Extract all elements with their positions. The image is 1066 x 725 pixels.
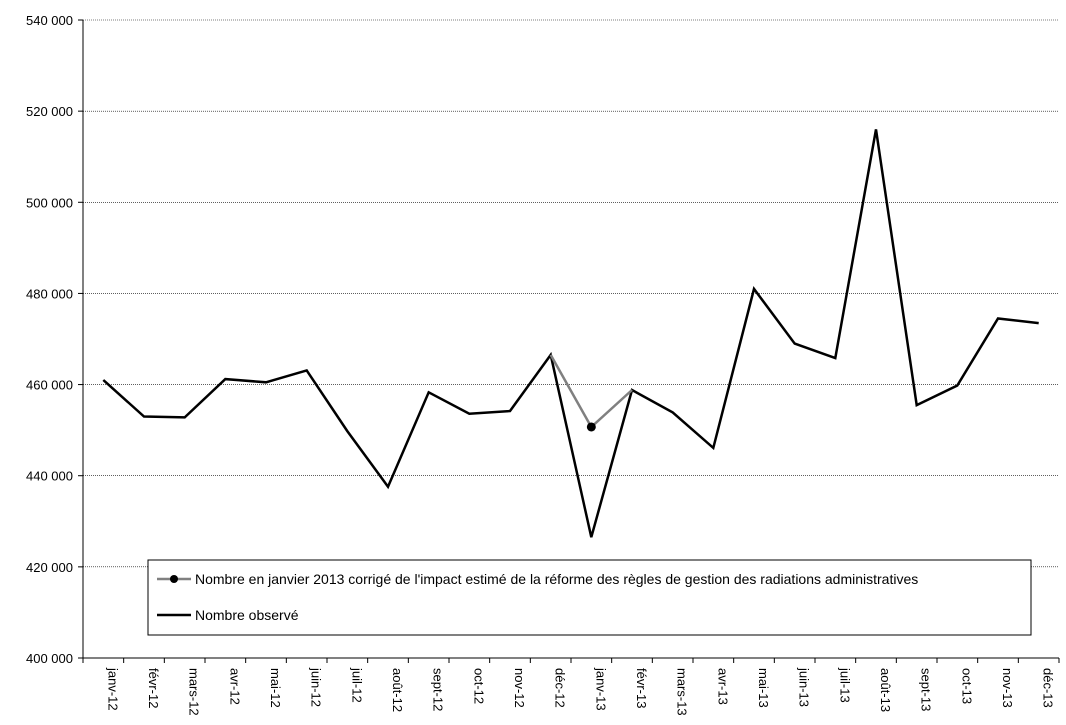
x-tick-label: mars-12: [187, 668, 202, 716]
series-line-corrected: [549, 354, 633, 429]
x-tick-label: avr-13: [715, 668, 730, 705]
x-tick-label: nov-13: [1000, 668, 1015, 708]
y-tick-label: 400 000: [26, 651, 73, 666]
legend-box: [147, 559, 1032, 636]
x-tick-label: mars-13: [675, 668, 690, 716]
y-tick-label: 480 000: [26, 286, 73, 301]
x-tick-label: avr-12: [227, 668, 242, 705]
y-axis-ticks: 400 000 420 000 440 000 460 000 480 000 500 0…: [26, 13, 83, 666]
legend: Nombre en janvier 2013 corrigé de l'impa…: [147, 559, 1032, 636]
x-axis-ticks: janv-12 févr-12 mars-12 avr-12 mai-12 juin-12…: [82, 658, 1060, 716]
series-lines: [102, 129, 1039, 538]
legend-label-observed: Nombre observé: [195, 607, 299, 623]
x-tick-label: déc-13: [1041, 668, 1056, 708]
y-tick-label: 420 000: [26, 560, 73, 575]
gridlines: [83, 19, 1059, 568]
y-tick-label: 540 000: [26, 13, 73, 28]
series-line-observed: [102, 129, 1039, 538]
x-tick-label: mai-13: [756, 668, 771, 708]
x-tick-label: janv-13: [593, 667, 608, 711]
x-tick-label: sept-12: [431, 668, 446, 711]
x-tick-label: janv-12: [105, 667, 120, 711]
x-tick-label: juil-12: [349, 667, 364, 703]
x-tick-label: oct-13: [959, 668, 974, 704]
y-tick-label: 460 000: [26, 378, 73, 393]
x-tick-label: août-13: [878, 668, 893, 712]
y-tick-label: 500 000: [26, 195, 73, 210]
y-tick-label: 440 000: [26, 469, 73, 484]
x-tick-label: oct-12: [471, 668, 486, 704]
x-tick-label: juin-12: [309, 667, 324, 707]
data-point-corrected: [586, 422, 596, 432]
y-tick-label: 520 000: [26, 104, 73, 119]
x-tick-label: mai-12: [268, 668, 283, 708]
x-tick-label: juin-13: [797, 667, 812, 707]
x-tick-label: nov-12: [512, 668, 527, 708]
legend-marker-corrected: [170, 575, 178, 583]
x-tick-label: déc-12: [553, 668, 568, 708]
x-tick-label: févr-12: [146, 668, 161, 708]
x-tick-label: févr-13: [634, 668, 649, 708]
legend-label-corrected: Nombre en janvier 2013 corrigé de l'impa…: [195, 571, 918, 587]
x-tick-label: sept-13: [919, 668, 934, 711]
x-tick-label: juil-13: [837, 667, 852, 703]
x-tick-label: août-12: [390, 668, 405, 712]
